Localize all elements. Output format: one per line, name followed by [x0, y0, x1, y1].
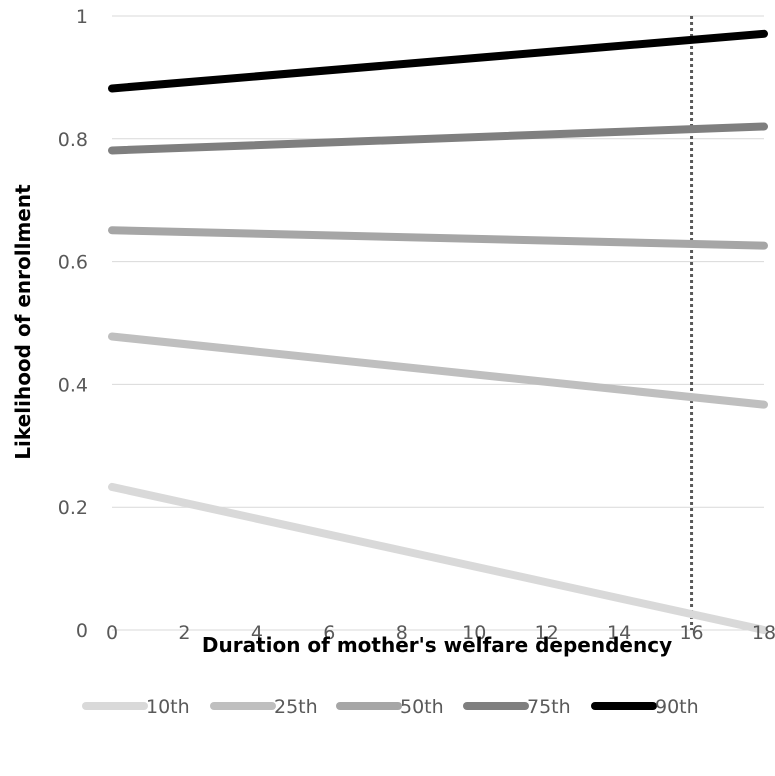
y-tick-label: 0.2: [58, 497, 88, 519]
y-tick-label: 0: [76, 620, 88, 642]
legend: 10th 25th 50th 75th 90th: [82, 696, 699, 718]
y-axis-title: Likelihood of enrollment: [11, 184, 35, 460]
x-tick-label: 14: [607, 622, 631, 644]
x-tick-label: 0: [106, 622, 118, 644]
y-tick-label: 1: [76, 6, 88, 28]
series-lines: [108, 29, 768, 634]
x-tick-label: 12: [535, 622, 559, 644]
y-tick-label: 0.4: [58, 374, 88, 396]
y-tick-label: 0.6: [58, 252, 88, 274]
legend-label-90th: 90th: [655, 696, 699, 718]
x-tick-label: 8: [396, 622, 408, 644]
legend-label-25th: 25th: [274, 696, 318, 718]
x-tick-label: 6: [323, 622, 335, 644]
legend-label-75th: 75th: [527, 696, 571, 718]
x-tick-label: 18: [752, 622, 775, 644]
x-tick-label: 16: [679, 622, 703, 644]
x-axis-title: Duration of mother's welfare dependency: [202, 633, 672, 657]
legend-label-10th: 10th: [146, 696, 190, 718]
gridlines: [112, 15, 764, 631]
legend-label-50th: 50th: [400, 696, 444, 718]
series-line-10th: [108, 482, 768, 634]
series-line-25th: [108, 332, 768, 409]
y-tick-labels: 0 0.2 0.4 0.6 0.8 1: [58, 6, 88, 642]
series-line-50th: [108, 226, 768, 250]
x-tick-labels: 0 2 4 6 8 10 12 14 16 18: [106, 622, 775, 644]
y-tick-label: 0.8: [58, 129, 88, 151]
x-tick-label: 2: [178, 622, 190, 644]
series-line-90th: [108, 29, 768, 93]
x-tick-label: 4: [251, 622, 263, 644]
x-tick-label: 10: [462, 622, 486, 644]
series-line-75th: [108, 122, 768, 155]
